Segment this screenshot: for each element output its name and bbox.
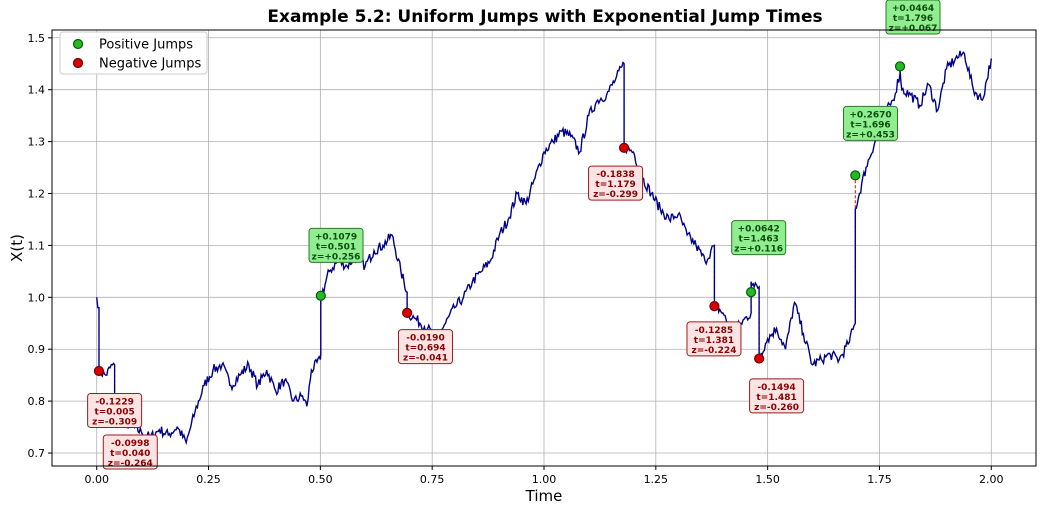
legend-marker: [72, 38, 84, 50]
y-tick-label: 1.3: [28, 136, 46, 149]
negative-jump-marker: [618, 142, 630, 153]
grid: [52, 30, 1036, 466]
x-tick-label: 0.75: [420, 473, 445, 486]
x-tick-label: 1.75: [867, 473, 892, 486]
jump-annotation-text: z=-0.260: [754, 403, 799, 413]
jump-annotation-text: +0.0464: [892, 4, 934, 14]
y-tick-label: 1.5: [28, 32, 46, 45]
jump-annotation-box: [843, 105, 899, 141]
jump-annotation-text: -0.1285: [695, 326, 733, 336]
y-tick-label: 0.7: [28, 447, 46, 460]
chart-title: Example 5.2: Uniform Jumps with Exponent…: [267, 7, 822, 27]
positive-jump-marker: [850, 170, 861, 181]
y-tick-label: 1.1: [28, 239, 46, 252]
y-tick-label: 0.8: [28, 395, 46, 408]
jump-annotation-text: z=-0.309: [92, 417, 137, 427]
x-tick-label: 2.00: [979, 473, 1004, 486]
jump-annotation-text: z=+0.116: [734, 245, 783, 255]
y-tick-label: 1.2: [28, 188, 46, 201]
jump-annotation-text: t=1.696: [850, 120, 890, 130]
positive-jump-marker: [745, 287, 757, 298]
series-line: [96, 50, 992, 446]
jump-annotation-text: z=+0.067: [889, 24, 938, 34]
x-tick-label: 0.50: [308, 473, 333, 486]
jump-annotation-text: -0.1494: [757, 383, 795, 393]
jump-annotation-box: [397, 329, 453, 365]
jump-annotation-text: +0.2670: [849, 110, 891, 120]
jump-annotation-box: [686, 321, 742, 357]
jump-annotation-box: [885, 0, 941, 35]
positive-jump-marker: [894, 61, 906, 72]
jump-annotation-text: -0.0190: [406, 334, 444, 344]
jump-annotation-text: t=0.005: [94, 407, 134, 417]
x-tick-label: 0.00: [84, 473, 109, 486]
y-tick-label: 1.4: [28, 84, 46, 97]
jump-annotation-text: z=+0.256: [312, 252, 361, 262]
jump-annotation-text: t=1.481: [756, 393, 796, 403]
jump-annotation-box: [588, 165, 644, 201]
jump-annotation-box: [731, 220, 787, 256]
jump-annotation-text: t=1.179: [595, 180, 635, 190]
legend-label: Negative Jumps: [99, 57, 201, 72]
legend-box: [59, 31, 208, 75]
y-tick-label: 1.0: [28, 291, 46, 304]
jump-annotation-text: z=+0.453: [846, 130, 895, 140]
jump-annotation-text: -0.0998: [111, 439, 149, 449]
legend-marker: [72, 57, 84, 69]
legend-label: Positive Jumps: [99, 38, 193, 53]
jump-annotation-box: [87, 392, 143, 428]
y-axis: 0.7 0.8 0.9 1.0 1.1 1.2 1.3 1.4 1.5: [28, 32, 52, 460]
negative-jump-marker: [402, 307, 413, 318]
jump-annotation-box: [308, 227, 364, 263]
negative-jump-marker: [754, 353, 765, 364]
jump-annotation-text: t=1.796: [893, 14, 933, 24]
x-tick-label: 1.25: [644, 473, 669, 486]
jump-annotation-text: -0.1838: [596, 170, 634, 180]
x-tick-label: 1.50: [755, 473, 780, 486]
y-axis-label: X(t): [8, 234, 26, 262]
jump-annotation-text: z=-0.224: [691, 346, 736, 356]
jump-annotation-text: t=0.694: [405, 344, 445, 354]
jump-annotation-text: z=-0.299: [593, 190, 638, 200]
x-axis-label: Time: [525, 487, 563, 505]
jump-annotation-text: z=-0.264: [108, 459, 153, 469]
jump-annotation-box: [749, 378, 805, 414]
jump-annotation-box: [102, 434, 158, 470]
negative-jump-marker: [93, 365, 105, 377]
legend: Positive Jumps Negative Jumps: [59, 31, 208, 75]
jump-annotation-text: t=1.463: [739, 235, 779, 245]
jump-annotation-text: -0.1229: [95, 397, 133, 407]
jump-annotation-text: +0.0642: [738, 225, 780, 235]
x-tick-label: 1.00: [532, 473, 557, 486]
x-tick-label: 0.25: [196, 473, 221, 486]
jump-annotation-text: t=0.501: [316, 242, 356, 252]
negative-jump-marker: [709, 301, 720, 312]
jump-annotations: -0.1229t=0.005z=-0.309-0.0998t=0.040z=-0…: [87, 0, 941, 470]
positive-jump-marker: [315, 290, 326, 301]
y-tick-label: 0.9: [28, 343, 46, 356]
x-axis: 0.00 0.25 0.50 0.75 1.00 1.25 1.50 1.75 2.00: [84, 466, 1004, 486]
jump-annotation-text: t=1.381: [694, 336, 734, 346]
jump-annotation-text: +0.1079: [315, 232, 357, 242]
jump-annotation-text: t=0.040: [110, 449, 150, 459]
jump-annotation-text: z=-0.041: [403, 354, 448, 364]
